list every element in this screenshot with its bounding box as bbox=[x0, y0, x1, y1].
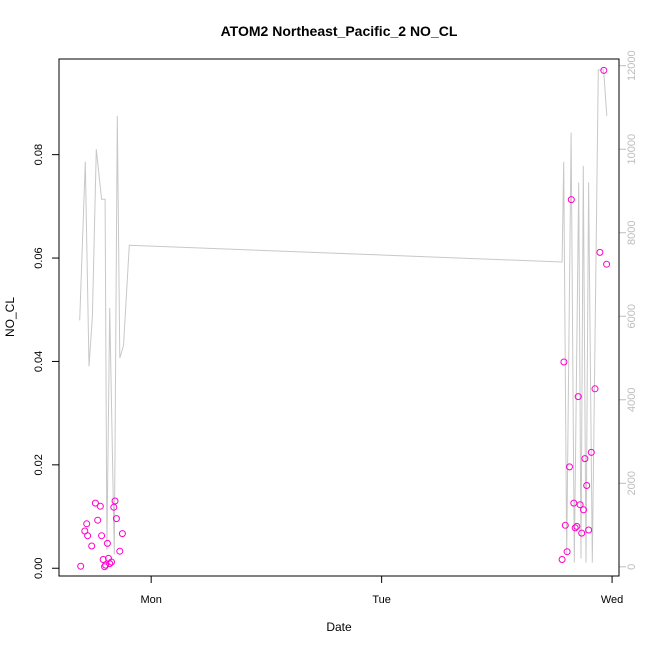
data-point bbox=[103, 539, 111, 547]
data-point bbox=[563, 548, 571, 556]
data-point bbox=[558, 556, 566, 563]
data-point bbox=[581, 455, 589, 463]
data-point bbox=[83, 520, 91, 528]
y-right-tick-label: 4000 bbox=[626, 388, 638, 412]
data-point bbox=[573, 522, 581, 530]
x-axis-label: Date bbox=[326, 620, 352, 634]
y-right-tick-label: 0 bbox=[626, 564, 638, 570]
data-point bbox=[580, 506, 587, 514]
data-point bbox=[600, 66, 608, 74]
y-axis-label: NO_CL bbox=[3, 297, 17, 337]
data-point bbox=[111, 497, 119, 505]
data-point bbox=[91, 499, 99, 507]
data-point bbox=[570, 499, 578, 507]
data-point bbox=[571, 524, 579, 532]
data-point bbox=[583, 482, 591, 489]
chart-title: ATOM2 Northeast_Pacific_2 NO_CL bbox=[221, 23, 458, 39]
data-point bbox=[567, 196, 575, 204]
data-point bbox=[96, 502, 104, 510]
data-point bbox=[108, 558, 115, 566]
data-point bbox=[98, 532, 106, 540]
data-point bbox=[566, 463, 573, 471]
data-point bbox=[84, 532, 92, 540]
data-point bbox=[94, 516, 102, 524]
x-tick-label: Tue bbox=[372, 594, 391, 606]
y-right-tick-label: 8000 bbox=[626, 220, 638, 244]
y-right-tick-label: 2000 bbox=[626, 471, 638, 495]
data-point bbox=[102, 561, 110, 569]
plot-area: Mon Tue Wed 0.00 0.02 0.04 0.06 0.08 0 2000 4000 60… bbox=[33, 50, 638, 606]
series-line bbox=[79, 69, 608, 563]
data-point bbox=[587, 448, 595, 456]
data-point bbox=[560, 358, 568, 366]
y-right-tick-label: 10000 bbox=[626, 134, 638, 165]
data-point bbox=[106, 560, 114, 568]
x-tick-label: Mon bbox=[140, 594, 161, 606]
data-point bbox=[574, 393, 582, 401]
data-point bbox=[118, 530, 126, 538]
data-point bbox=[112, 515, 120, 523]
y-left-tick-label: 0.04 bbox=[33, 351, 45, 372]
data-point bbox=[596, 248, 604, 256]
data-point bbox=[585, 526, 593, 534]
data-point bbox=[578, 529, 586, 537]
plot-frame bbox=[58, 58, 620, 577]
data-point bbox=[561, 521, 569, 529]
y-left-tick-label: 0.06 bbox=[33, 247, 45, 268]
data-point bbox=[116, 547, 124, 555]
y-right-tick-label: 12000 bbox=[626, 50, 638, 81]
data-point bbox=[603, 260, 611, 268]
data-point bbox=[99, 556, 107, 563]
y-left-tick-label: 0.02 bbox=[33, 454, 45, 475]
y-left-tick-label: 0.00 bbox=[33, 558, 45, 579]
x-tick-label: Wed bbox=[601, 594, 623, 606]
y-left-tick-label: 0.08 bbox=[33, 144, 45, 165]
y-right-tick-label: 6000 bbox=[626, 304, 638, 328]
data-point bbox=[88, 542, 96, 550]
data-point bbox=[77, 562, 85, 570]
data-point bbox=[101, 563, 109, 571]
data-point bbox=[591, 385, 599, 393]
data-point bbox=[576, 501, 584, 509]
